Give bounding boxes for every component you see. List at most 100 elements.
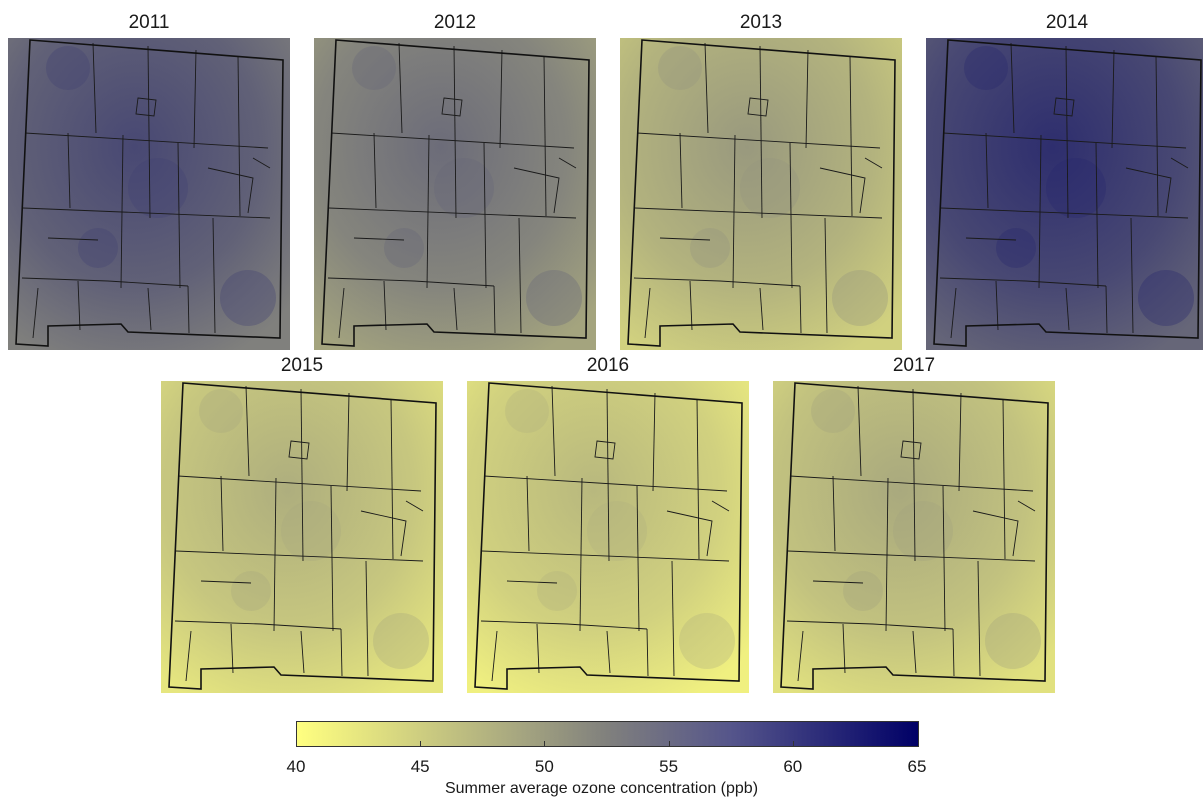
county-boundary <box>207 167 254 214</box>
concentration-hotspot <box>587 501 647 561</box>
state-boundary <box>933 39 1202 347</box>
concentration-hotspot <box>352 46 396 90</box>
concentration-hotspot <box>128 158 188 218</box>
county-boundary <box>849 55 853 217</box>
state-boundary <box>780 382 1049 690</box>
county-boundary <box>606 630 611 674</box>
panel-title-2017: 2017 <box>892 355 936 376</box>
county-boundary <box>950 287 957 339</box>
county-boundary <box>135 97 157 117</box>
county-boundary <box>606 388 610 562</box>
ozone-map-2011 <box>8 38 290 350</box>
county-boundary <box>237 55 241 217</box>
county-boundary <box>972 510 1019 557</box>
ozone-map-2014 <box>926 38 1203 350</box>
county-boundary <box>885 477 889 632</box>
county-boundary <box>912 388 916 562</box>
colorbar-tick <box>668 741 670 746</box>
county-boundary <box>939 277 1107 287</box>
county-boundary <box>252 157 271 169</box>
county-boundary <box>799 285 802 334</box>
county-boundary <box>340 628 343 677</box>
concentration-hotspot <box>220 270 276 326</box>
county-boundary <box>273 477 277 632</box>
county-boundary <box>67 132 71 209</box>
ozone-map-2017 <box>773 381 1055 693</box>
concentration-hotspot <box>434 158 494 218</box>
concentration-hotspot <box>679 613 735 669</box>
county-boundary <box>857 385 862 477</box>
county-boundary <box>1095 142 1099 289</box>
colorbar-tick-label: 45 <box>410 757 430 776</box>
county-boundary <box>819 167 866 214</box>
county-boundary <box>483 142 487 289</box>
county-boundary <box>483 475 728 492</box>
county-boundary <box>175 550 424 562</box>
colorbar-gradient <box>296 721 919 747</box>
county-boundary <box>1170 157 1189 169</box>
colorbar-tick-label: 60 <box>783 757 803 776</box>
state-boundary <box>627 39 896 347</box>
county-boundary <box>666 510 713 557</box>
county-boundary <box>558 157 577 169</box>
county-boundary <box>652 392 656 492</box>
county-boundary <box>536 623 540 674</box>
county-boundary <box>1105 285 1108 334</box>
county-boundary <box>230 623 234 674</box>
panel-title-2015: 2015 <box>280 355 324 376</box>
county-boundary <box>21 277 189 287</box>
county-boundary <box>1065 287 1070 331</box>
county-boundary <box>453 287 458 331</box>
county-boundary <box>212 217 216 334</box>
concentration-hotspot <box>811 389 855 433</box>
county-boundary <box>200 580 252 584</box>
concentration-hotspot <box>373 613 429 669</box>
county-boundary <box>805 49 809 149</box>
county-boundary <box>1053 97 1075 117</box>
county-boundary <box>633 277 801 287</box>
concentration-hotspot <box>690 228 730 268</box>
county-boundary <box>506 580 558 584</box>
colorbar <box>296 721 919 747</box>
county-boundary <box>942 485 946 632</box>
county-boundary <box>644 287 651 339</box>
county-boundary <box>398 42 403 134</box>
state-boundary <box>15 39 284 347</box>
concentration-hotspot <box>384 228 424 268</box>
county-boundary <box>842 623 846 674</box>
county-boundary <box>47 237 99 241</box>
county-boundary <box>900 440 922 460</box>
county-boundary <box>405 500 424 512</box>
county-boundary <box>747 97 769 117</box>
county-boundary <box>912 630 917 674</box>
county-boundary <box>120 134 124 289</box>
colorbar-tick <box>544 741 546 746</box>
county-boundary <box>187 285 190 334</box>
county-boundary <box>22 207 271 219</box>
county-boundary <box>24 132 269 149</box>
county-boundary <box>147 287 152 331</box>
county-boundary <box>636 132 881 149</box>
county-boundary <box>995 280 999 331</box>
concentration-hotspot <box>1138 270 1194 326</box>
concentration-hotspot <box>199 389 243 433</box>
county-boundary <box>365 560 369 677</box>
county-boundary <box>426 134 430 289</box>
county-boundary <box>245 385 250 477</box>
county-boundary <box>1002 398 1006 560</box>
county-boundary <box>346 392 350 492</box>
county-boundary <box>832 475 836 552</box>
county-boundary <box>353 237 405 241</box>
ozone-map-2012 <box>314 38 596 350</box>
concentration-hotspot <box>985 613 1041 669</box>
county-boundary <box>704 42 709 134</box>
state-boundary <box>321 39 590 347</box>
county-boundary <box>480 620 648 630</box>
county-boundary <box>1155 55 1159 217</box>
county-boundary <box>373 132 377 209</box>
county-boundary <box>634 207 883 219</box>
county-boundary <box>789 142 793 289</box>
state-boundary <box>474 382 743 690</box>
panel-title-2011: 2011 <box>128 12 170 33</box>
county-boundary <box>338 287 345 339</box>
